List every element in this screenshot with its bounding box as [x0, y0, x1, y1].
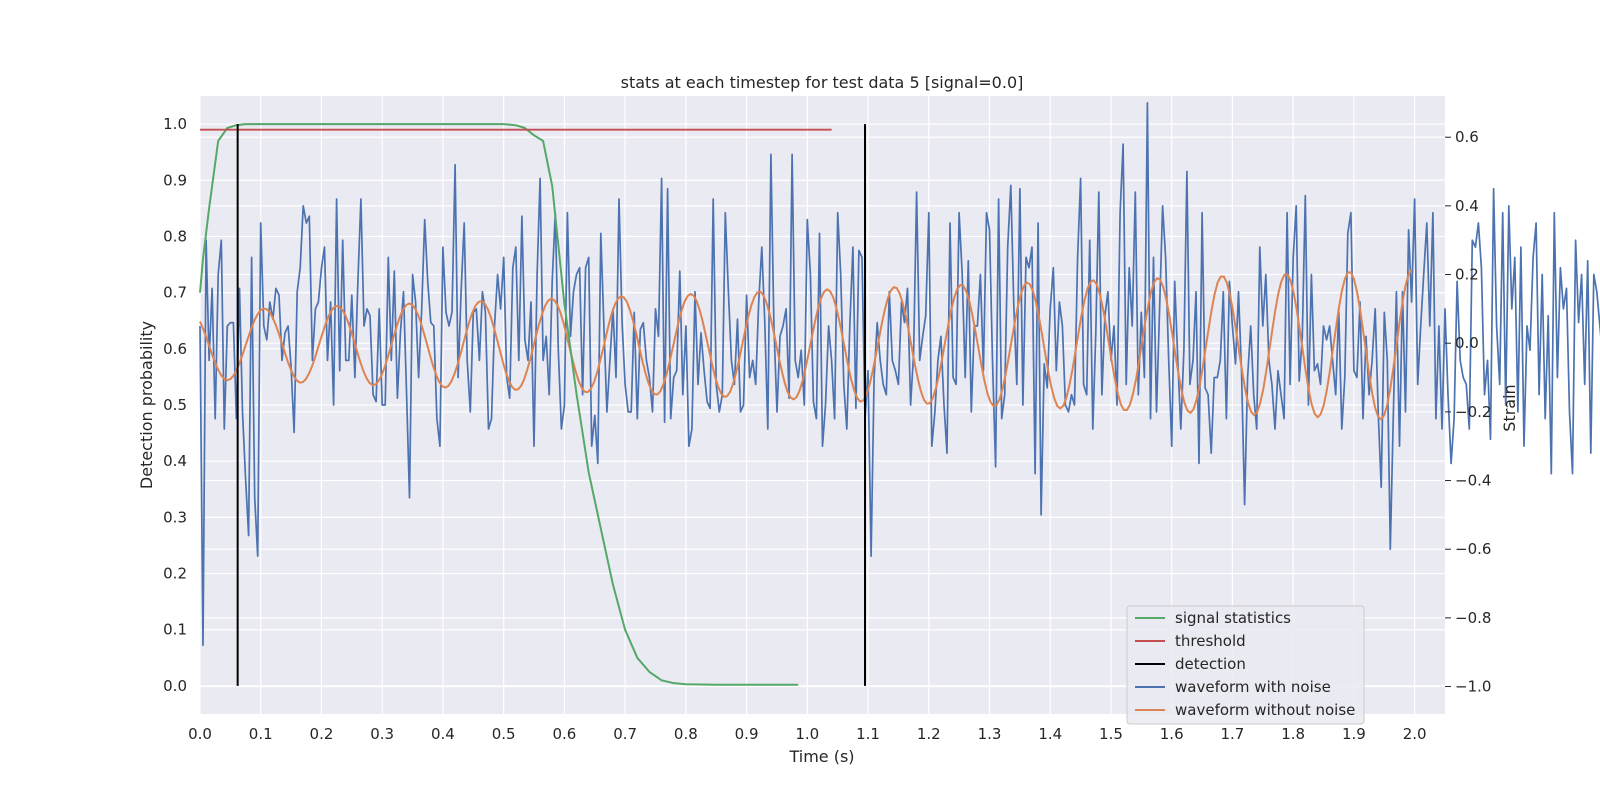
x-tick-label: 1.0: [795, 725, 819, 743]
x-tick-label: 0.9: [735, 725, 759, 743]
y-tick-label: 0.5: [163, 396, 187, 414]
y-right-tick-label: −0.4: [1455, 472, 1491, 490]
y-right-tick-label: −0.8: [1455, 609, 1491, 627]
x-tick-label: 1.9: [1342, 725, 1366, 743]
series-waveform-without-noise: [199, 268, 1413, 421]
y-right-tick-label: 0.2: [1455, 266, 1479, 284]
x-tick-label: 0.3: [370, 725, 394, 743]
y-right-tick-label: −0.2: [1455, 403, 1491, 421]
y-tick-label: 1.0: [163, 115, 187, 133]
x-tick-label: 0.8: [674, 725, 698, 743]
series-layer: [199, 102, 1600, 686]
x-axis-label: Time (s): [788, 747, 854, 766]
x-tick-label: 1.2: [917, 725, 941, 743]
y-right-tick-label: 0.6: [1455, 128, 1479, 146]
y-tick-label: 0.8: [163, 227, 187, 245]
y-right-tick-label: −1.0: [1455, 678, 1491, 696]
y-axis-label: Detection probability: [137, 321, 156, 489]
legend: signal statistics threshold detection wavef…: [1126, 605, 1365, 725]
y-tick-label: 0.7: [163, 284, 187, 302]
x-tick-label: 1.3: [978, 725, 1002, 743]
y-tick-label: 0.1: [163, 621, 187, 639]
y-right-tick-label: 0.4: [1455, 197, 1479, 215]
x-tick-label: 0.1: [249, 725, 273, 743]
x-tick-label: 0.0: [188, 725, 212, 743]
y-right-tick-label: −0.6: [1455, 540, 1491, 558]
y-tick-label: 0.6: [163, 340, 187, 358]
legend-label: signal statistics: [1175, 609, 1291, 627]
legend-label: waveform without noise: [1175, 701, 1355, 719]
y-right-tick-label: 0.0: [1455, 334, 1479, 352]
y-tick-label: 0.3: [163, 508, 187, 526]
x-tick-label: 1.4: [1038, 725, 1062, 743]
y-tick-label: 0.9: [163, 171, 187, 189]
axes: 0.0 0.1 0.2 0.3 0.4 0.5 0.6 0.7 0.8 0.9 1.0 1.1 1.2 1…: [163, 115, 1491, 743]
y-axis-right-label: Strain: [1500, 384, 1519, 431]
chart-title: stats at each timestep for test data 5 […: [621, 73, 1024, 92]
y-tick-label: 0.2: [163, 565, 187, 583]
x-tick-label: 2.0: [1403, 725, 1427, 743]
legend-label: detection: [1175, 655, 1246, 673]
y-tick-label: 0.0: [163, 677, 187, 695]
x-tick-label: 1.6: [1160, 725, 1184, 743]
legend-label: threshold: [1175, 632, 1246, 650]
legend-label: waveform with noise: [1175, 678, 1331, 696]
x-tick-label: 1.5: [1099, 725, 1123, 743]
x-tick-label: 0.6: [552, 725, 576, 743]
x-tick-label: 1.1: [856, 725, 880, 743]
x-tick-label: 0.7: [613, 725, 637, 743]
legend-box: [1126, 605, 1365, 725]
y-tick-label: 0.4: [163, 452, 187, 470]
x-tick-label: 1.7: [1221, 725, 1245, 743]
x-tick-label: 0.5: [492, 725, 516, 743]
x-tick-label: 1.8: [1281, 725, 1305, 743]
x-tick-label: 0.4: [431, 725, 455, 743]
x-tick-label: 0.2: [310, 725, 334, 743]
